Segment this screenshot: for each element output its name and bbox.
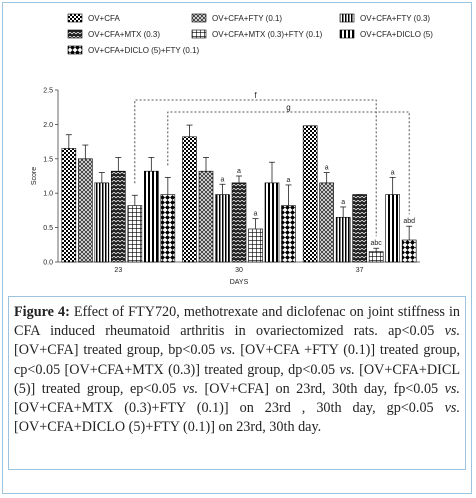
bracket-label: f bbox=[254, 91, 257, 100]
legend-label: OV+CFA+DICLO (5) bbox=[360, 30, 433, 39]
caption-text: vs. bbox=[444, 380, 460, 397]
caption-text: [OV+CFA +FTY (0.1)] treated group, cp<0.… bbox=[14, 342, 461, 378]
bar bbox=[335, 216, 351, 263]
x-tick-label: 23 bbox=[114, 267, 122, 274]
bar bbox=[182, 136, 197, 263]
legend-label: OV+CFA+DICLO (5)+FTY (0.1) bbox=[88, 46, 200, 55]
caption-text: vs. bbox=[444, 323, 460, 340]
legend-label: OV+CFA+MTX (0.3) bbox=[88, 30, 160, 39]
y-axis-label: Score bbox=[31, 167, 38, 185]
significance-label: a bbox=[254, 211, 258, 218]
caption-label: Figure 4: bbox=[14, 304, 70, 320]
legend-swatch bbox=[67, 45, 83, 55]
x-tick-label: 37 bbox=[356, 267, 364, 274]
significance-label: a bbox=[325, 165, 329, 172]
bar bbox=[78, 158, 93, 263]
bar bbox=[264, 182, 280, 263]
x-tick-label: 30 bbox=[235, 267, 243, 274]
significance-label: a bbox=[287, 177, 291, 184]
bar bbox=[160, 194, 176, 263]
significance-bracket bbox=[167, 111, 410, 215]
legend-label: OV+CFA+FTY (0.1) bbox=[212, 14, 282, 23]
chart: OV+CFA OV+CFA+FTY (0.1) OV+CFA+FTY (0.3) OV… bbox=[31, 13, 433, 286]
legend-swatch bbox=[339, 13, 355, 23]
bar bbox=[248, 228, 263, 263]
bar bbox=[368, 251, 384, 263]
caption-text: vs. bbox=[444, 400, 460, 417]
bar bbox=[231, 182, 247, 263]
legend-swatch bbox=[191, 29, 207, 39]
bar bbox=[401, 239, 417, 263]
bar bbox=[61, 148, 77, 263]
caption-text: [OV+CFA] treated group, bp<0.05 bbox=[14, 342, 221, 359]
caption-text: vs. bbox=[220, 342, 236, 359]
y-tick-label: 2.0 bbox=[43, 122, 53, 129]
significance-label: a bbox=[237, 168, 241, 175]
bar bbox=[127, 205, 143, 263]
caption-text: vs. bbox=[339, 361, 355, 378]
bar bbox=[215, 194, 230, 263]
caption-text: Effect of FTY720, methotrexate and diclo… bbox=[14, 304, 460, 340]
significance-label: a bbox=[391, 169, 395, 176]
bar bbox=[302, 125, 318, 263]
legend-label: OV+CFA+MTX (0.3)+FTY (0.1) bbox=[212, 30, 323, 39]
bar bbox=[198, 170, 214, 263]
x-axis-label: DAYS bbox=[230, 279, 249, 286]
bar bbox=[319, 182, 334, 263]
bar bbox=[144, 170, 159, 263]
significance-label: a bbox=[341, 199, 345, 206]
legend-label: OV+CFA bbox=[88, 14, 120, 23]
legend-label: OV+CFA+FTY (0.3) bbox=[360, 14, 430, 23]
caption-text: [OV+CFA+MTX (0.3)+FTY (0.1)] on 23rd , 3… bbox=[14, 400, 445, 417]
caption-text: [OV+CFA] on 23rd, 30th day, fp<0.05 bbox=[198, 380, 445, 397]
bar bbox=[94, 182, 110, 263]
y-tick-label: 0.5 bbox=[43, 225, 53, 232]
significance-bracket bbox=[134, 99, 377, 237]
caption: Figure 4: Effect of FTY720, methotrexate… bbox=[8, 296, 466, 470]
y-tick-label: 0.0 bbox=[43, 260, 53, 267]
caption-text: [OV+CFA+DICL (5)] treated group, ep<0.05 bbox=[14, 361, 460, 397]
significance-label: a bbox=[221, 176, 225, 183]
y-tick-label: 1.5 bbox=[43, 156, 53, 163]
bar bbox=[111, 170, 126, 263]
bar bbox=[385, 194, 400, 263]
bar bbox=[352, 194, 367, 263]
bar bbox=[281, 205, 296, 263]
caption-text: [OV+CFA+DICLO (5)+FTY (0.1)] on 23rd, 30… bbox=[14, 419, 322, 436]
legend-swatch bbox=[339, 29, 355, 39]
legend-swatch bbox=[191, 13, 207, 23]
significance-label: abc bbox=[371, 240, 383, 247]
significance-label: abd bbox=[403, 218, 415, 225]
y-tick-label: 1.0 bbox=[43, 191, 53, 198]
figure-frame bbox=[2, 2, 472, 494]
y-tick-label: 2.5 bbox=[43, 88, 53, 95]
caption-text: vs. bbox=[182, 380, 199, 397]
legend-swatch bbox=[67, 29, 83, 39]
legend-swatch bbox=[67, 13, 83, 23]
bracket-label: g bbox=[286, 103, 290, 112]
